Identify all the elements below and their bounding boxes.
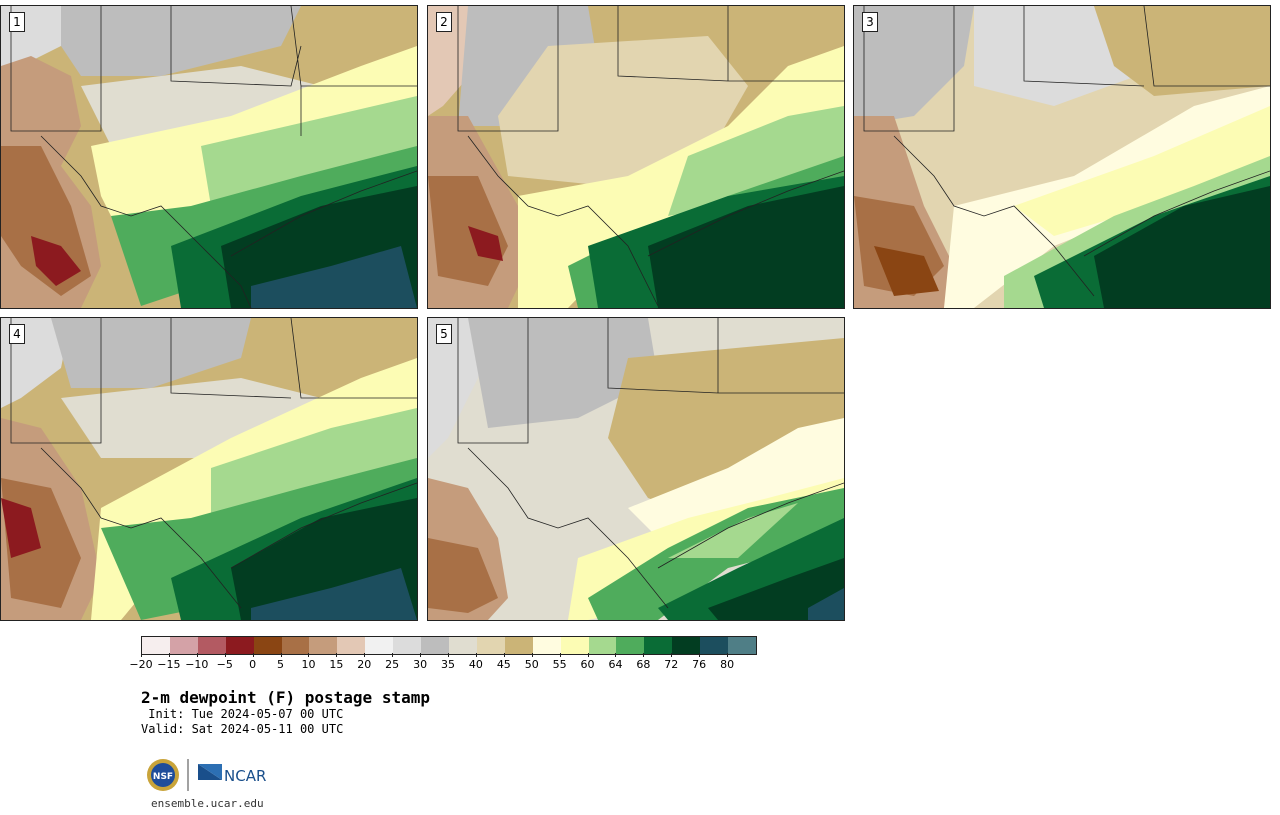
site-url: ensemble.ucar.edu [151, 797, 264, 810]
colorbar-tick-label: 40 [468, 658, 483, 671]
colorbar-tick-label: −10 [185, 658, 209, 671]
colorbar-tick [587, 653, 589, 657]
colorbar-tick-label: 35 [441, 658, 455, 671]
colorbar-tick [392, 653, 394, 657]
colorbar-tick [475, 653, 477, 657]
map-panel-3: 3 [853, 5, 1271, 309]
map-panel-1: 1 [0, 5, 418, 309]
dewpoint-map [428, 318, 844, 620]
panel-number-label: 1 [9, 12, 25, 32]
colorbar-tick-label: 5 [277, 658, 285, 671]
colorbar-tick-label: 50 [524, 658, 539, 671]
colorbar-tick-label: 80 [720, 658, 735, 671]
colorbar-tick [336, 653, 338, 657]
colorbar-tick [364, 653, 366, 657]
colorbar-swatch [197, 637, 226, 654]
colorbar-tick-label: 20 [357, 658, 372, 671]
colorbar-tick-label: 30 [413, 658, 428, 671]
colorbar-swatch [169, 637, 198, 654]
colorbar-swatch [281, 637, 310, 654]
colorbar-swatch [616, 637, 645, 654]
colorbar-swatch [588, 637, 617, 654]
colorbar-tick [196, 653, 198, 657]
colorbar-swatch [504, 637, 533, 654]
colorbar-tick [448, 653, 449, 657]
nsf-ncar-logo: NSF NCAR [147, 759, 266, 791]
colorbar-tick [420, 653, 422, 657]
colorbar-tick [503, 653, 505, 657]
logos: NSF NCAR [145, 756, 275, 794]
map-panel-2: 2 [427, 5, 845, 309]
colorbar-swatch [142, 637, 170, 654]
colorbar-swatch [225, 637, 254, 654]
colorbar-tick-label: −15 [157, 658, 181, 671]
colorbar-tick-label: 15 [329, 658, 344, 671]
colorbar-tick-label: 72 [664, 658, 679, 671]
colorbar-tick-label: 10 [301, 658, 316, 671]
colorbar-tick [168, 653, 170, 657]
panel-number-label: 5 [436, 324, 452, 344]
colorbar-swatch [421, 637, 449, 654]
map-panel-5: 5 [427, 317, 845, 621]
colorbar-tick-label: 68 [636, 658, 651, 671]
colorbar-tick [643, 653, 645, 657]
colorbar-tick [224, 653, 226, 657]
colorbar-tick [727, 653, 729, 657]
colorbar-tick-label: −20 [129, 658, 153, 671]
colorbar-tick [252, 653, 254, 657]
colorbar-tick-label: 64 [608, 658, 623, 671]
ncar-logo-text: NCAR [224, 767, 266, 785]
colorbar-swatch [532, 637, 561, 654]
colorbar-tick-label: 25 [385, 658, 400, 671]
colorbar-swatch [476, 637, 505, 654]
colorbar-swatch [365, 637, 394, 654]
panel-number-label: 2 [436, 12, 452, 32]
dewpoint-map [854, 6, 1270, 308]
panel-number-label: 3 [862, 12, 878, 32]
init-time: Init: Tue 2024-05-07 00 UTC [141, 707, 344, 721]
colorbar-ticks: −20 −15 −10 −5 0 5 10 15 20 25 30 35 40 45 50 55 60 64 68 7… [129, 653, 755, 673]
colorbar-tick-label: 45 [496, 658, 511, 671]
colorbar-tick [141, 653, 142, 657]
colorbar-swatch [644, 637, 673, 654]
panel-number-label: 4 [9, 324, 25, 344]
colorbar-tick [280, 653, 282, 657]
colorbar-tick [615, 653, 617, 657]
colorbar-tick [531, 653, 533, 657]
map-panel-4: 4 [0, 317, 418, 621]
colorbar-swatch [728, 637, 756, 654]
colorbar-tick [671, 653, 673, 657]
plot-title: 2-m dewpoint (F) postage stamp [141, 688, 430, 707]
colorbar-tick-label: 0 [249, 658, 257, 671]
colorbar-tick-label: 55 [552, 658, 567, 671]
colorbar-swatch [672, 637, 701, 654]
nsf-logo-text: NSF [153, 772, 173, 782]
colorbar-swatch [560, 637, 589, 654]
colorbar-swatch [253, 637, 282, 654]
colorbar-swatch [309, 637, 338, 654]
colorbar-swatch [700, 637, 729, 654]
dewpoint-map [1, 318, 417, 620]
colorbar-tick-label: 60 [580, 658, 595, 671]
colorbar-swatch [448, 637, 477, 654]
dewpoint-colorbar [141, 636, 757, 655]
dewpoint-map [428, 6, 844, 308]
colorbar-tick [699, 653, 701, 657]
colorbar-tick-label: −5 [216, 658, 233, 671]
colorbar-tick [308, 653, 310, 657]
colorbar-swatch [337, 637, 366, 654]
colorbar-swatch [393, 637, 422, 654]
colorbar-tick [559, 653, 561, 657]
colorbar-tick-label: 76 [692, 658, 707, 671]
valid-time: Valid: Sat 2024-05-11 00 UTC [141, 722, 344, 736]
dewpoint-map [1, 6, 417, 308]
